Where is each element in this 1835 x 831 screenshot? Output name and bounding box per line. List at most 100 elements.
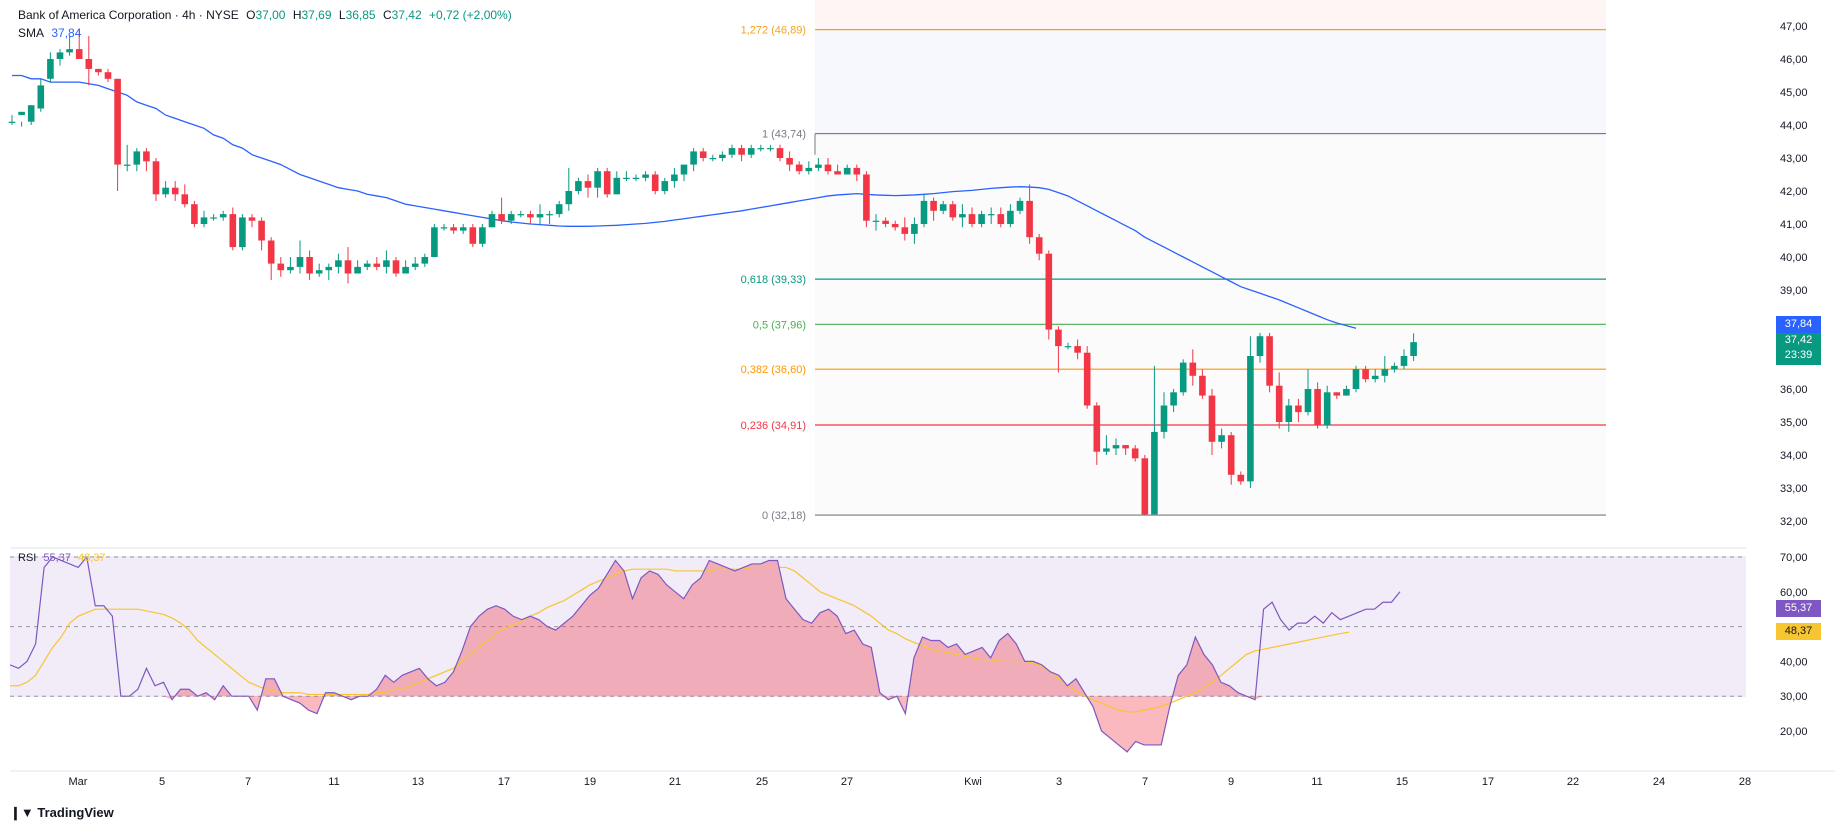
candle-body: [258, 220, 265, 241]
change-value: +0,72 (+2,00%): [428, 8, 512, 22]
price-tick-label: 47,00: [1780, 21, 1808, 33]
open-label: O: [246, 8, 256, 22]
candle-body: [421, 257, 429, 264]
candle-body: [661, 181, 669, 191]
candle-body: [1352, 369, 1360, 389]
fib-level-label: 1,272 (46,89): [741, 25, 806, 37]
candle-body: [699, 151, 707, 158]
candle-body: [1016, 200, 1024, 211]
candle-body: [479, 227, 486, 244]
open-value: 37,00: [255, 8, 286, 22]
candle-body: [1045, 253, 1053, 330]
candle-body: [987, 214, 995, 216]
candle-body: [344, 260, 352, 274]
price-tick-label: 32,00: [1780, 516, 1808, 528]
candle-body: [891, 224, 899, 228]
time-tick-label: 21: [669, 776, 681, 788]
candle-body: [507, 214, 515, 221]
candle-body: [181, 194, 189, 205]
legend-rsi[interactable]: RSI 55,37 48,37: [18, 552, 110, 564]
candle-body: [488, 214, 496, 228]
rsi-tick-label: 20,00: [1780, 726, 1808, 738]
rsi-tick-label: 30,00: [1780, 691, 1808, 703]
candle-body: [1112, 445, 1120, 449]
axes: 32,0033,0034,0035,0036,0037,0038,0039,00…: [69, 21, 1808, 788]
candle-body: [1343, 389, 1350, 396]
tradingview-logo[interactable]: ❙▼ TradingView: [10, 805, 114, 821]
candle-body: [56, 52, 64, 59]
candle-body: [1026, 200, 1033, 238]
candle-body: [450, 227, 457, 231]
candle-body: [402, 266, 409, 274]
candle-body: [47, 59, 54, 79]
candle-body: [555, 204, 563, 215]
candle-body: [1275, 385, 1283, 422]
time-tick-label: 7: [245, 776, 251, 788]
candle-body: [210, 217, 217, 219]
time-tick-label: 25: [756, 776, 768, 788]
candle-body: [939, 204, 947, 211]
time-tick-label: Kwi: [964, 776, 982, 788]
price-tick-label: 43,00: [1780, 153, 1808, 165]
fib-band-1272: [815, 0, 1606, 30]
candle-body: [143, 151, 150, 162]
candle-body: [853, 167, 861, 175]
rsi-tick-label: 60,00: [1780, 587, 1808, 599]
candle-body: [383, 260, 390, 267]
fib-band-lower: [815, 136, 1606, 516]
high-label: H: [292, 8, 302, 22]
time-tick-label: 22: [1567, 776, 1579, 788]
candle-body: [882, 220, 889, 224]
candle-body: [200, 217, 208, 224]
candle-body: [1391, 365, 1398, 370]
candle-body: [594, 171, 601, 188]
price-tick-label: 35,00: [1780, 417, 1808, 429]
candle-body: [584, 181, 592, 188]
candle-body: [277, 263, 285, 271]
candle-body: [949, 204, 957, 218]
time-tick-label: Mar: [69, 776, 88, 788]
candle-body: [1410, 342, 1417, 356]
low-value: 36,85: [345, 8, 376, 22]
candle-body: [613, 177, 621, 195]
candle-body: [968, 214, 976, 224]
candle-body: [959, 214, 966, 218]
fib-band-1: [815, 30, 1606, 136]
candle-body: [239, 217, 246, 248]
candle-body: [248, 217, 256, 221]
candle-body: [267, 240, 275, 264]
candle-body: [1131, 448, 1139, 459]
candle-body: [1333, 392, 1341, 396]
time-tick-label: 7: [1142, 776, 1148, 788]
price-tick-label: 40,00: [1780, 252, 1808, 264]
candle-body: [872, 220, 880, 222]
price-tick-label: 41,00: [1780, 219, 1808, 231]
candle-body: [123, 164, 131, 166]
tradingview-icon: ❙▼: [10, 805, 34, 820]
candle-body: [1323, 392, 1331, 426]
candle-body: [1304, 389, 1312, 413]
last-price-tag: 37,42 23:39: [1776, 333, 1821, 365]
candle-body: [805, 167, 813, 172]
fib-level-label: 0,236 (34,91): [741, 420, 806, 432]
time-tick-label: 19: [584, 776, 596, 788]
legend-sma[interactable]: SMA 37,84: [18, 26, 85, 40]
price-tick-label: 42,00: [1780, 186, 1808, 198]
rsi-ma-value: 48,37: [78, 552, 106, 564]
candle-body: [1170, 392, 1177, 406]
candle-body: [1295, 405, 1302, 413]
time-tick-label: 24: [1653, 776, 1665, 788]
candle-body: [767, 148, 774, 150]
candle-body: [1151, 431, 1158, 515]
candle-body: [978, 214, 985, 224]
candle-body: [738, 148, 745, 155]
candle-body: [37, 85, 45, 109]
candle-body: [1035, 237, 1043, 254]
candle-body: [287, 266, 294, 271]
candle-body: [1218, 435, 1225, 442]
candle-body: [114, 78, 121, 165]
candle-body: [1122, 445, 1129, 449]
candle-body: [1400, 356, 1408, 366]
price-tick-label: 34,00: [1780, 450, 1808, 462]
candle-body: [1208, 395, 1216, 442]
